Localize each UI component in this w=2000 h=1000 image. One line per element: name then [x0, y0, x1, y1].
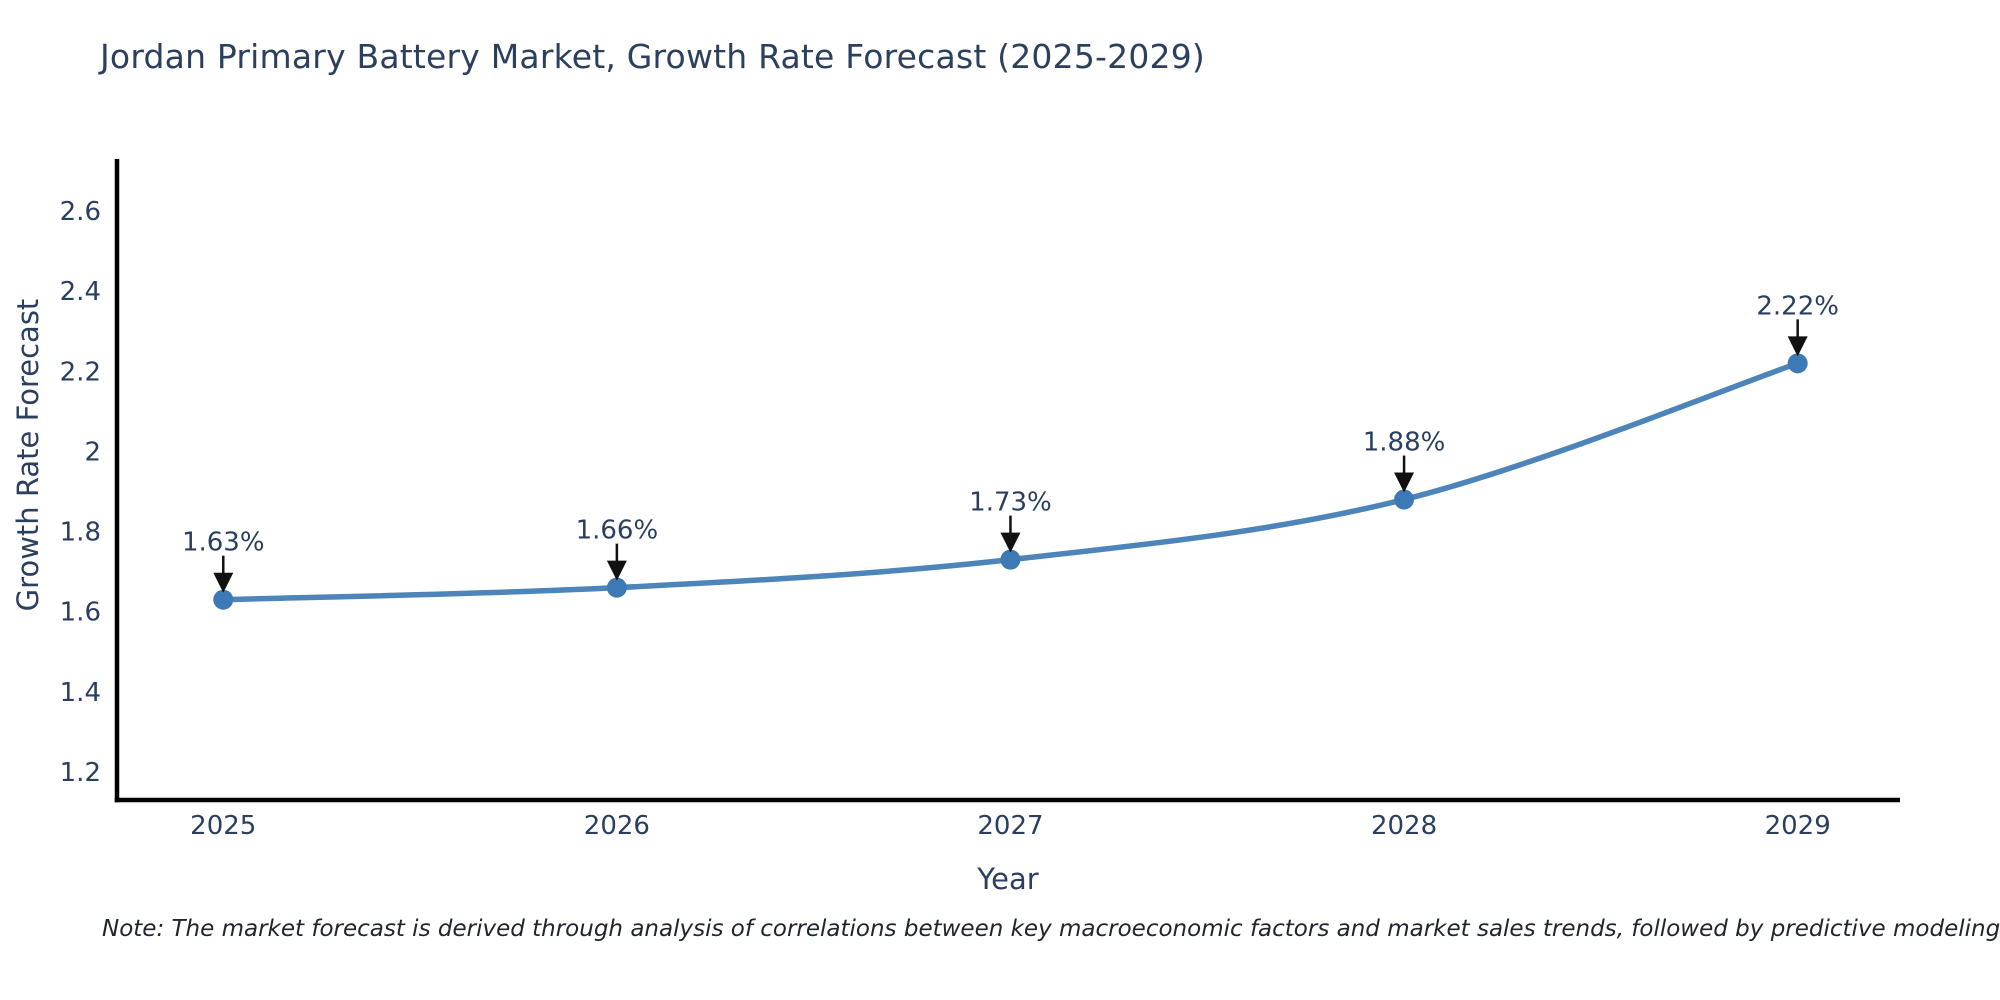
x-tick-label: 2025	[190, 811, 256, 841]
annotation-arrowhead	[606, 560, 627, 581]
x-tick-label: 2028	[1371, 811, 1437, 841]
x-tick-label: 2027	[977, 811, 1043, 841]
x-tick-label: 2029	[1765, 811, 1831, 841]
annotation-arrowhead	[1000, 532, 1021, 553]
annotation-label: 2.22%	[1756, 291, 1839, 321]
data-point-marker	[1394, 489, 1415, 510]
y-tick-label: 2.4	[60, 277, 101, 307]
y-tick-label: 1.4	[60, 678, 101, 708]
data-point-marker	[606, 577, 627, 598]
y-tick-label: 2.6	[60, 197, 101, 227]
annotation-label: 1.88%	[1363, 428, 1446, 458]
annotation-label: 1.73%	[969, 488, 1052, 518]
y-tick-label: 1.2	[60, 758, 101, 788]
x-axis-title: Year	[977, 862, 1039, 896]
chart-title: Jordan Primary Battery Market, Growth Ra…	[100, 37, 1205, 76]
y-axis-title: Growth Rate Forecast	[11, 298, 45, 612]
y-tick-label: 2.2	[60, 357, 101, 387]
annotation-arrowhead	[1394, 472, 1415, 493]
y-tick-label: 1.6	[60, 598, 101, 628]
y-tick-label: 1.8	[60, 518, 101, 548]
y-tick-label: 2	[84, 437, 101, 467]
note-text: Note: The market forecast is derived thr…	[102, 916, 2000, 942]
annotation-arrowhead	[1787, 336, 1808, 357]
x-tick-label: 2026	[584, 811, 650, 841]
annotation-arrowhead	[213, 572, 234, 593]
data-point-marker	[213, 589, 234, 610]
data-point-marker	[1787, 353, 1808, 374]
annotation-label: 1.66%	[576, 516, 659, 546]
annotation-label: 1.63%	[182, 528, 265, 558]
data-point-marker	[1000, 549, 1021, 570]
